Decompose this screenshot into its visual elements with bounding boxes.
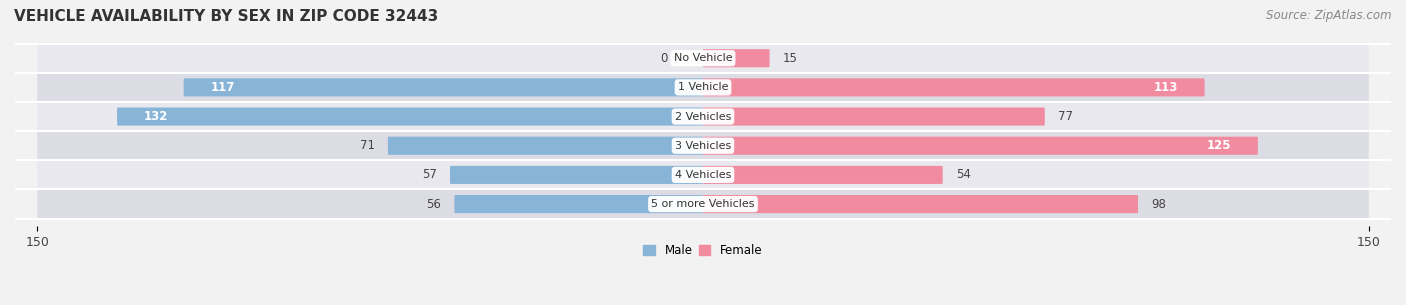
Text: 15: 15 (783, 52, 797, 65)
FancyBboxPatch shape (703, 78, 1205, 96)
FancyBboxPatch shape (37, 131, 1369, 160)
Text: No Vehicle: No Vehicle (673, 53, 733, 63)
Text: 117: 117 (211, 81, 235, 94)
Text: VEHICLE AVAILABILITY BY SEX IN ZIP CODE 32443: VEHICLE AVAILABILITY BY SEX IN ZIP CODE … (14, 9, 439, 24)
FancyBboxPatch shape (37, 102, 1369, 131)
Text: 3 Vehicles: 3 Vehicles (675, 141, 731, 151)
Text: 56: 56 (426, 198, 441, 210)
Text: 5 or more Vehicles: 5 or more Vehicles (651, 199, 755, 209)
Text: 0: 0 (659, 52, 668, 65)
FancyBboxPatch shape (37, 189, 1369, 219)
Legend: Male, Female: Male, Female (638, 239, 768, 262)
Text: 113: 113 (1153, 81, 1178, 94)
Text: 57: 57 (422, 168, 437, 181)
Text: Source: ZipAtlas.com: Source: ZipAtlas.com (1267, 9, 1392, 22)
Text: 77: 77 (1059, 110, 1073, 123)
Text: 2 Vehicles: 2 Vehicles (675, 112, 731, 122)
FancyBboxPatch shape (184, 78, 703, 96)
FancyBboxPatch shape (703, 137, 1258, 155)
FancyBboxPatch shape (703, 108, 1045, 126)
FancyBboxPatch shape (37, 73, 1369, 102)
FancyBboxPatch shape (454, 195, 703, 213)
FancyBboxPatch shape (703, 49, 769, 67)
Text: 98: 98 (1152, 198, 1166, 210)
FancyBboxPatch shape (703, 166, 942, 184)
FancyBboxPatch shape (37, 160, 1369, 189)
Text: 125: 125 (1206, 139, 1232, 152)
Text: 71: 71 (360, 139, 374, 152)
Text: 132: 132 (143, 110, 169, 123)
FancyBboxPatch shape (37, 44, 1369, 73)
FancyBboxPatch shape (703, 195, 1137, 213)
Text: 4 Vehicles: 4 Vehicles (675, 170, 731, 180)
FancyBboxPatch shape (388, 137, 703, 155)
Text: 1 Vehicle: 1 Vehicle (678, 82, 728, 92)
FancyBboxPatch shape (450, 166, 703, 184)
FancyBboxPatch shape (117, 108, 703, 126)
Text: 54: 54 (956, 168, 972, 181)
